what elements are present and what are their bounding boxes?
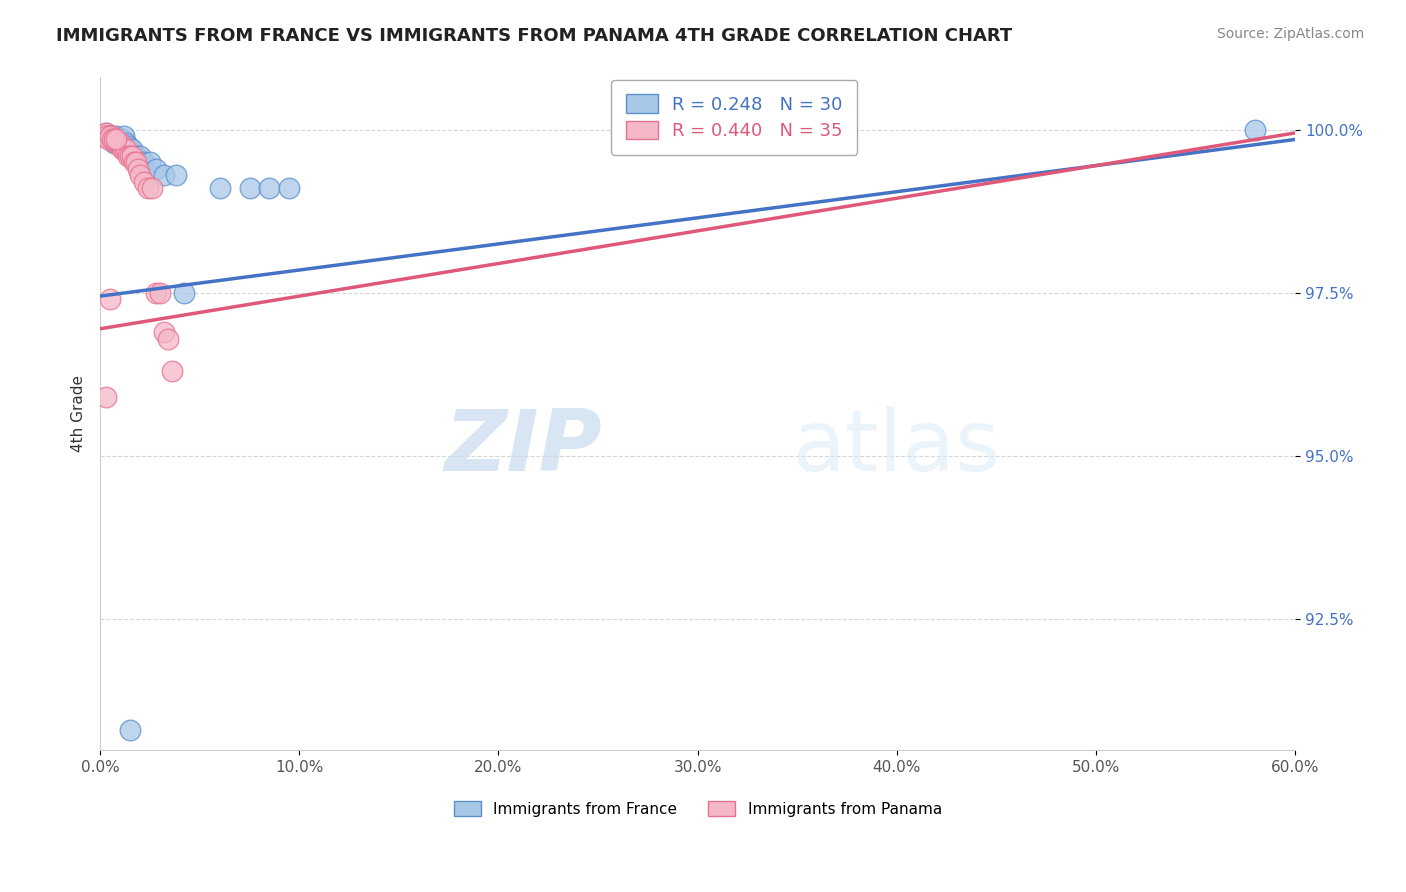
Point	[141, 181, 163, 195]
Point	[97, 129, 120, 144]
Point	[98, 293, 121, 307]
Point	[98, 132, 121, 146]
Point	[278, 181, 301, 195]
Point	[173, 285, 195, 300]
Point	[145, 285, 167, 300]
Point	[127, 161, 149, 176]
Point	[122, 155, 145, 169]
Point	[111, 142, 134, 156]
Point	[238, 181, 260, 195]
Point	[103, 132, 125, 146]
Point	[125, 149, 148, 163]
Point	[98, 129, 121, 144]
Legend: Immigrants from France, Immigrants from Panama: Immigrants from France, Immigrants from …	[447, 795, 948, 822]
Point	[129, 149, 152, 163]
Point	[153, 325, 176, 339]
Point	[101, 132, 124, 146]
Point	[94, 126, 117, 140]
Text: atlas: atlas	[793, 406, 1001, 489]
Point	[97, 129, 120, 144]
Point	[121, 142, 143, 156]
Point	[115, 136, 138, 150]
Point	[259, 181, 281, 195]
Point	[107, 132, 129, 146]
Point	[98, 129, 121, 144]
Point	[112, 129, 135, 144]
Point	[105, 132, 128, 146]
Point	[97, 132, 120, 146]
Point	[112, 142, 135, 156]
Point	[103, 136, 125, 150]
Point	[129, 169, 152, 183]
Point	[97, 129, 120, 144]
Point	[118, 142, 141, 156]
Point	[149, 285, 172, 300]
Point	[103, 132, 125, 146]
Point	[105, 136, 128, 150]
Point	[156, 332, 179, 346]
Point	[115, 142, 138, 156]
Text: ZIP: ZIP	[444, 406, 602, 489]
Point	[108, 136, 131, 150]
Point	[117, 149, 139, 163]
Point	[145, 161, 167, 176]
Point	[93, 129, 115, 144]
Point	[107, 136, 129, 150]
Point	[111, 132, 134, 146]
Point	[117, 139, 139, 153]
Point	[94, 129, 117, 144]
Point	[105, 129, 128, 144]
Point	[153, 169, 176, 183]
Point	[101, 132, 124, 146]
Point	[108, 136, 131, 150]
Point	[121, 149, 143, 163]
Point	[94, 126, 117, 140]
Point	[132, 175, 155, 189]
Point	[208, 181, 231, 195]
Point	[94, 390, 117, 404]
Point	[1244, 122, 1267, 136]
Point	[132, 155, 155, 169]
Point	[93, 129, 115, 144]
Point	[118, 149, 141, 163]
Point	[101, 129, 124, 144]
Text: IMMIGRANTS FROM FRANCE VS IMMIGRANTS FROM PANAMA 4TH GRADE CORRELATION CHART: IMMIGRANTS FROM FRANCE VS IMMIGRANTS FRO…	[56, 27, 1012, 45]
Point	[118, 723, 141, 738]
Point	[160, 364, 183, 378]
Text: Source: ZipAtlas.com: Source: ZipAtlas.com	[1216, 27, 1364, 41]
Y-axis label: 4th Grade: 4th Grade	[72, 376, 86, 452]
Point	[136, 181, 159, 195]
Point	[139, 155, 162, 169]
Point	[125, 155, 148, 169]
Point	[165, 169, 187, 183]
